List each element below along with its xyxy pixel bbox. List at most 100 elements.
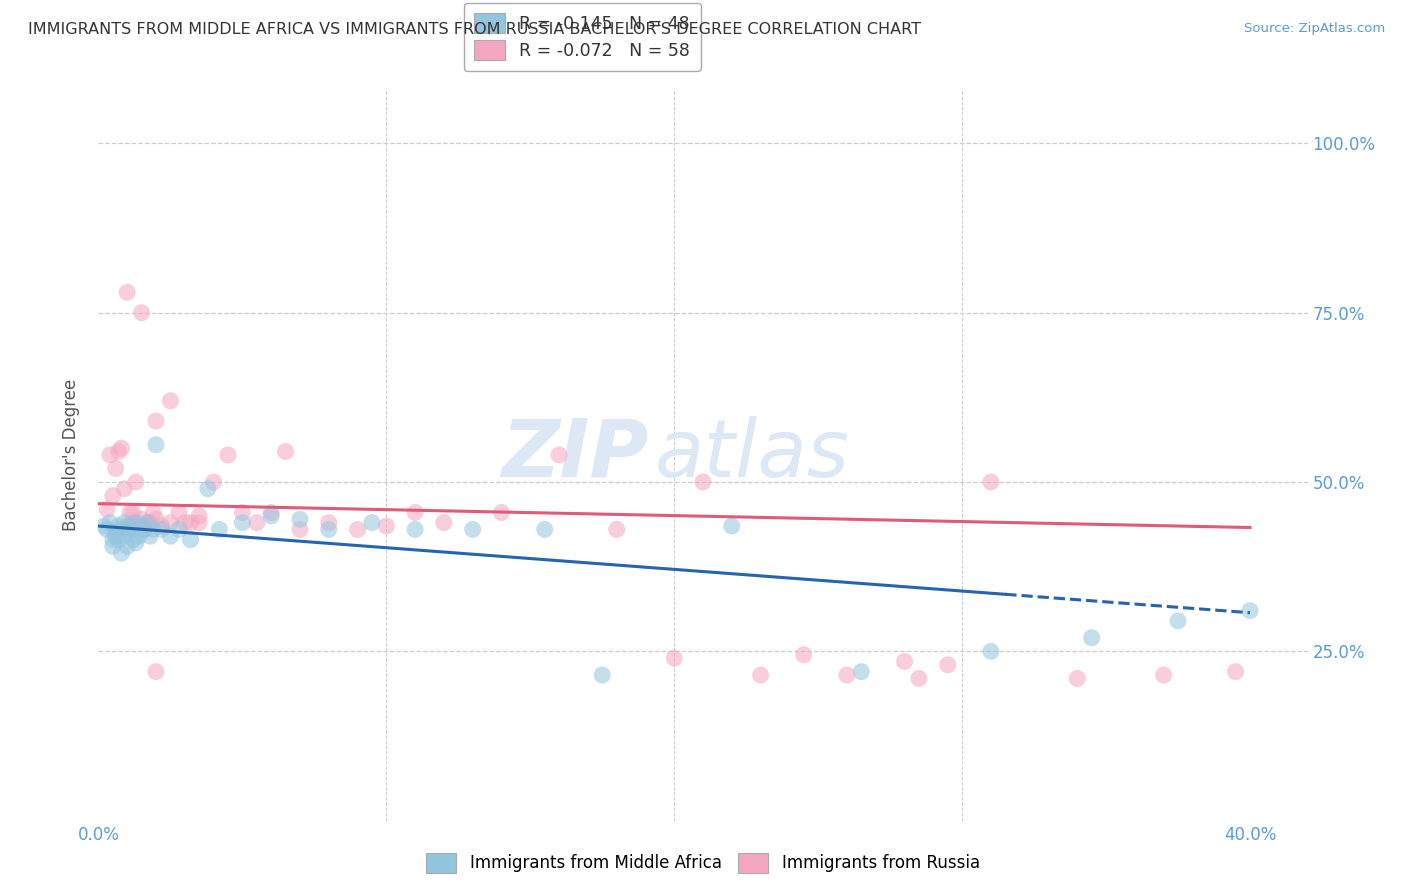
Point [128,519,150,533]
Point [404,506,426,520]
Point [793,648,815,662]
Point [288,523,311,537]
Point [318,516,340,530]
Point [1066,672,1088,686]
Point [188,516,211,530]
Point [260,508,283,523]
Point [606,523,628,537]
Point [115,523,138,537]
Point [145,665,167,679]
Point [112,529,135,543]
Point [104,529,127,543]
Point [908,672,931,686]
Point [131,512,153,526]
Point [491,506,513,520]
Point [274,444,297,458]
Point [404,523,426,537]
Point [1167,614,1189,628]
Point [548,448,571,462]
Point [98,448,121,462]
Point [110,523,132,537]
Text: Source: ZipAtlas.com: Source: ZipAtlas.com [1244,22,1385,36]
Point [139,516,162,530]
Point [136,516,159,530]
Point [96,502,118,516]
Point [110,546,132,560]
Point [115,519,138,533]
Point [107,519,129,533]
Point [122,506,145,520]
Point [142,506,165,520]
Point [433,516,456,530]
Point [122,533,145,547]
Point [1239,604,1261,618]
Point [980,475,1002,489]
Point [145,512,167,526]
Point [142,523,165,537]
Point [125,475,148,489]
Point [112,516,135,530]
Point [231,516,253,530]
Point [122,516,145,530]
Point [136,516,159,530]
Point [145,438,167,452]
Point [101,489,124,503]
Point [104,461,127,475]
Point [98,516,121,530]
Point [246,516,269,530]
Point [145,414,167,428]
Point [591,668,613,682]
Point [1080,631,1102,645]
Point [260,506,283,520]
Point [131,306,153,320]
Point [173,516,195,530]
Y-axis label: Bachelor's Degree: Bachelor's Degree [62,379,80,531]
Point [134,523,156,537]
Legend: R = -0.145   N = 48, R = -0.072   N = 58: R = -0.145 N = 48, R = -0.072 N = 58 [464,3,700,70]
Point [980,644,1002,658]
Point [936,657,959,672]
Point [288,512,311,526]
Point [202,475,225,489]
Point [107,533,129,547]
Point [139,529,162,543]
Point [122,523,145,537]
Point [893,655,915,669]
Point [120,519,142,533]
Point [835,668,858,682]
Point [159,393,181,408]
Point [1153,668,1175,682]
Point [159,529,181,543]
Point [533,523,555,537]
Point [150,519,173,533]
Point [128,529,150,543]
Point [101,533,124,547]
Text: IMMIGRANTS FROM MIDDLE AFRICA VS IMMIGRANTS FROM RUSSIA BACHELOR'S DEGREE CORREL: IMMIGRANTS FROM MIDDLE AFRICA VS IMMIGRA… [28,22,921,37]
Text: ZIP: ZIP [501,416,648,494]
Point [188,508,211,523]
Point [197,482,219,496]
Point [134,523,156,537]
Point [208,523,231,537]
Text: atlas: atlas [655,416,849,494]
Point [131,519,153,533]
Point [231,506,253,520]
Point [115,539,138,553]
Point [461,523,484,537]
Point [361,516,384,530]
Point [115,285,138,300]
Point [110,441,132,455]
Point [692,475,714,489]
Point [180,516,202,530]
Point [104,525,127,540]
Point [851,665,873,679]
Point [101,539,124,553]
Point [159,516,181,530]
Point [167,523,190,537]
Point [120,506,142,520]
Point [93,519,115,533]
Point [150,523,173,537]
Point [664,651,686,665]
Point [96,523,118,537]
Point [346,523,368,537]
